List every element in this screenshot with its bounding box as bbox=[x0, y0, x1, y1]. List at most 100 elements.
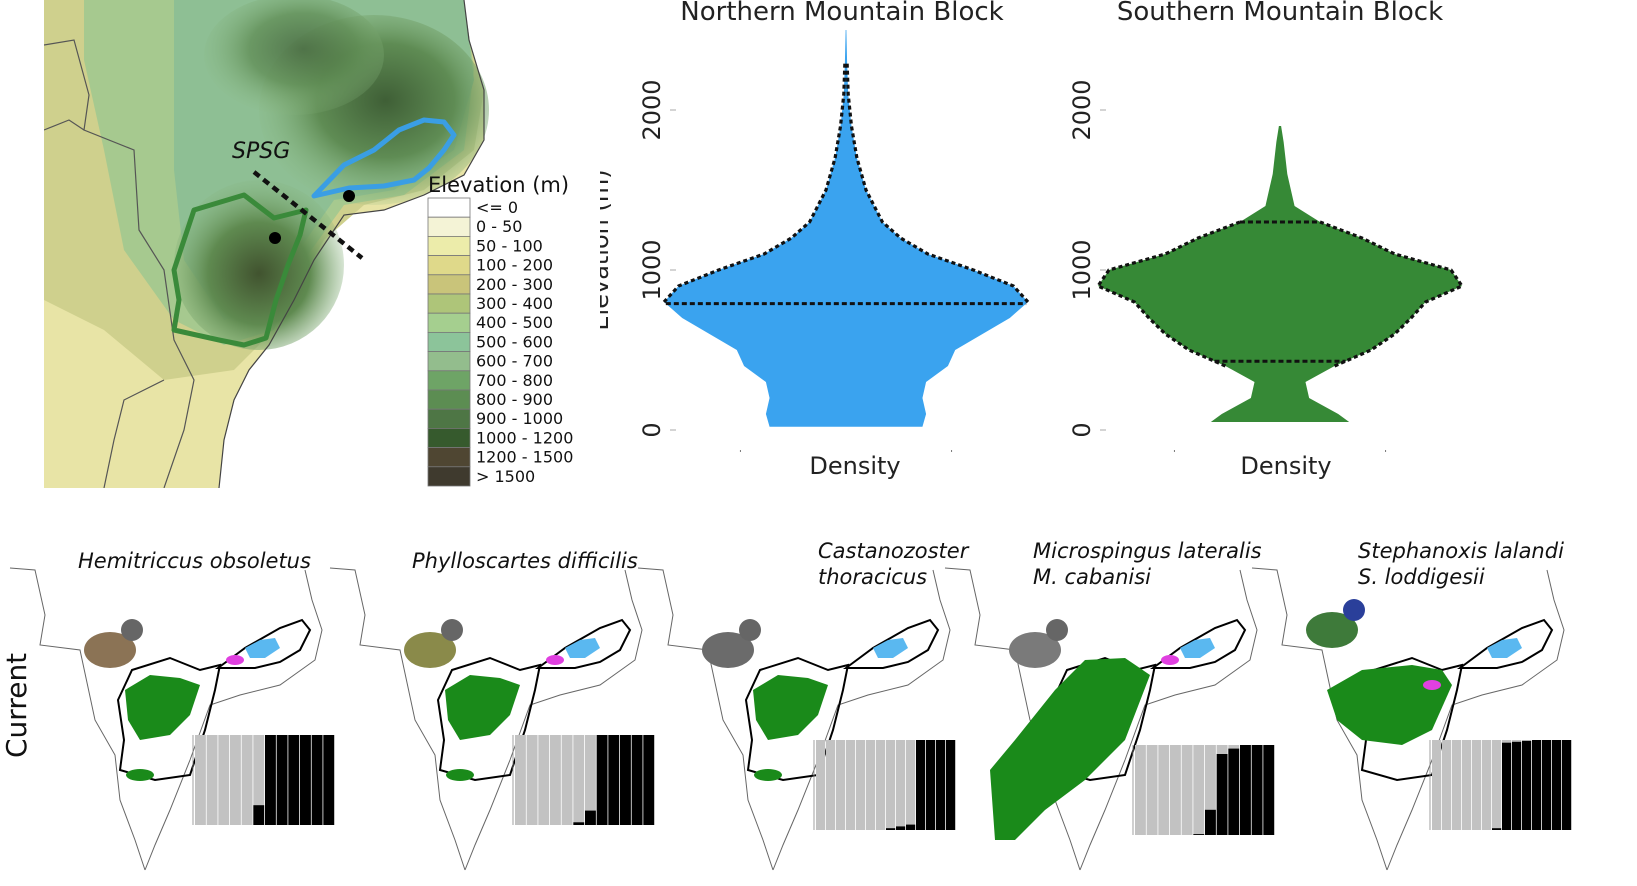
structure-bar-black bbox=[276, 735, 288, 825]
structure-bar-grey bbox=[253, 735, 265, 825]
structure-bar-grey bbox=[550, 735, 561, 825]
legend-swatch bbox=[427, 331, 471, 352]
bird-head bbox=[121, 619, 143, 641]
legend-swatch bbox=[427, 235, 471, 256]
legend-label: 300 - 400 bbox=[476, 294, 553, 313]
violin-outline-left bbox=[662, 61, 847, 304]
structure-bar-black bbox=[573, 822, 585, 825]
structure-bar-black bbox=[631, 735, 643, 825]
species-panel: Hemitriccus obsoletus bbox=[9, 549, 335, 871]
structure-bar-grey bbox=[866, 740, 876, 830]
northern-outline bbox=[1456, 618, 1554, 669]
structure-bar-black bbox=[1228, 748, 1240, 835]
legend-label: 200 - 300 bbox=[476, 275, 553, 294]
northern-outline bbox=[1149, 618, 1247, 669]
legend-swatch bbox=[427, 427, 471, 448]
grey-chestnut-warbler-icon bbox=[702, 632, 754, 668]
structure-bar-grey bbox=[561, 735, 573, 825]
species-panel: Phylloscartes difficilis bbox=[329, 549, 655, 871]
structure-bar-black bbox=[896, 826, 906, 830]
violin-northern: Northern Mountain Block 0 1000 2000 Elevatio… bbox=[600, 0, 1030, 480]
structure-bar-grey bbox=[206, 735, 218, 825]
structure-bar-black bbox=[620, 735, 631, 825]
legend-label: > 1500 bbox=[476, 467, 535, 486]
hybrid-zone bbox=[1161, 655, 1179, 665]
bird-head bbox=[739, 619, 761, 641]
violin-outline-right bbox=[845, 61, 1030, 304]
northern-range bbox=[1180, 638, 1215, 658]
structure-bar-black bbox=[253, 805, 265, 825]
structure-bar-grey bbox=[886, 740, 896, 830]
legend-swatch bbox=[427, 274, 471, 295]
legend-label: <= 0 bbox=[476, 198, 518, 217]
structure-bar-black bbox=[1562, 740, 1572, 830]
structure-bar-black bbox=[1240, 745, 1251, 835]
coastline bbox=[464, 569, 643, 871]
violin-southern: Southern Mountain Block 0 1000 2000 Density bbox=[1068, 0, 1465, 480]
structure-bar-grey bbox=[1492, 740, 1502, 830]
border-line bbox=[637, 567, 774, 871]
northern-range bbox=[565, 638, 600, 658]
legend-label: 50 - 100 bbox=[476, 236, 543, 255]
northern-outline bbox=[842, 618, 940, 669]
structure-bar-black bbox=[643, 735, 655, 825]
structure-bar-black bbox=[1552, 740, 1562, 830]
violin-outline-left bbox=[1095, 220, 1241, 368]
structure-bar-grey bbox=[526, 735, 538, 825]
species-name-line2: thoracicus bbox=[818, 565, 927, 589]
northern-range bbox=[245, 638, 280, 658]
structure-bar-grey bbox=[1193, 745, 1205, 835]
legend-swatch bbox=[427, 408, 471, 429]
legend-label: 1000 - 1200 bbox=[476, 428, 573, 447]
legend-swatch bbox=[427, 370, 471, 391]
small-brown-flycatcher-icon bbox=[84, 632, 136, 668]
legend-swatch bbox=[427, 255, 471, 276]
structure-bar-black bbox=[1522, 740, 1532, 830]
legend-swatch bbox=[427, 312, 471, 333]
northern-sample-point bbox=[343, 190, 355, 202]
border-line bbox=[329, 567, 466, 871]
structure-bar-black bbox=[1205, 809, 1216, 835]
legend-swatch bbox=[427, 351, 471, 372]
legend-label: 800 - 900 bbox=[476, 390, 553, 409]
structure-bar-grey bbox=[195, 735, 206, 825]
species-name: Stephanoxis lalandi bbox=[1358, 540, 1564, 563]
violin-body bbox=[1098, 126, 1462, 422]
structure-bar-black bbox=[288, 735, 300, 825]
bird-head bbox=[1046, 619, 1068, 641]
hybrid-zone bbox=[226, 655, 244, 665]
border-line bbox=[9, 567, 146, 871]
legend-swatch bbox=[427, 293, 471, 314]
legend-swatch bbox=[427, 389, 471, 410]
y-tick-label: 0 bbox=[1068, 422, 1096, 437]
species-name: Phylloscartes difficilis bbox=[412, 549, 638, 573]
structure-bar-black bbox=[886, 828, 896, 830]
species-name: Castanozoster bbox=[818, 540, 970, 563]
structure-bar-grey bbox=[836, 740, 846, 830]
structure-bar-black bbox=[596, 735, 608, 825]
bird-head bbox=[441, 619, 463, 641]
hybrid-zone bbox=[546, 655, 564, 665]
legend-title: Elevation (m) bbox=[428, 173, 569, 197]
x-axis-label: Density bbox=[809, 452, 900, 480]
southern-block-outline bbox=[171, 192, 309, 348]
y-tick-label: 2000 bbox=[1068, 79, 1096, 140]
structure-bar-grey bbox=[826, 740, 836, 830]
legend-label: 700 - 800 bbox=[476, 371, 553, 390]
structure-bar-grey bbox=[230, 735, 241, 825]
species-name-line2: S. loddigesii bbox=[1358, 565, 1485, 589]
southern-range bbox=[125, 675, 200, 740]
structure-bar-grey bbox=[515, 735, 526, 825]
legend-label: 0 - 50 bbox=[476, 217, 522, 236]
coastline bbox=[1079, 569, 1258, 871]
structure-bar-grey bbox=[585, 735, 596, 825]
structure-bar-black bbox=[1251, 745, 1263, 835]
structure-bar-grey bbox=[1482, 740, 1492, 830]
border-line bbox=[1251, 567, 1388, 871]
violin-title: Northern Mountain Block bbox=[680, 0, 1003, 27]
structure-bar-black bbox=[916, 740, 926, 830]
northern-range bbox=[873, 638, 908, 658]
